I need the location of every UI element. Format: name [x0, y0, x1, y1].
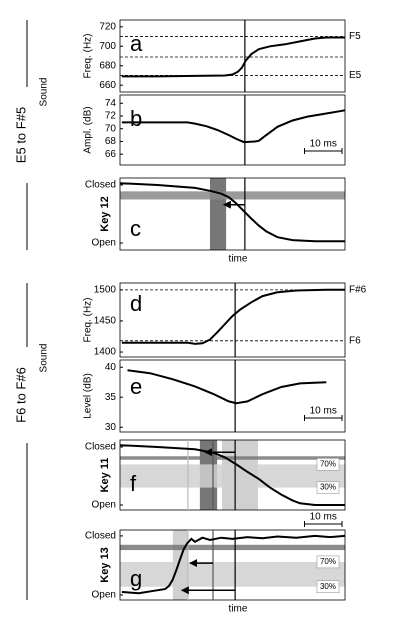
data-line	[121, 534, 346, 595]
y-tick-label: 1400	[94, 347, 117, 358]
reference-label: F#6	[349, 284, 367, 295]
y-tick-label: 720	[99, 21, 116, 32]
band-label: 30%	[320, 483, 336, 492]
data-line	[119, 444, 345, 506]
y-axis-label: Key 11	[99, 458, 111, 493]
panel-letter: b	[130, 106, 142, 131]
reference-label: E5	[349, 70, 362, 81]
y-tick-label: Closed	[85, 531, 116, 542]
y-tick-label: 66	[105, 149, 117, 160]
axes-frame	[119, 282, 346, 358]
position-band	[120, 561, 345, 587]
y-tick-label: Closed	[85, 442, 116, 453]
y-tick-label: 1500	[94, 284, 117, 295]
y-tick-label: Open	[92, 500, 116, 511]
data-line	[127, 369, 327, 405]
y-tick-label: 700	[99, 41, 116, 52]
band-label-box	[316, 458, 340, 471]
band-label: 70%	[320, 557, 336, 566]
panel-letter: g	[130, 566, 142, 591]
y-axis-label: Freq. (Hz)	[83, 298, 94, 343]
axes-frame	[119, 359, 346, 433]
section-title: F6 to F#6	[13, 367, 28, 423]
band-label-box	[316, 481, 340, 494]
group-label: Sound	[39, 344, 50, 373]
band-label-box	[316, 580, 340, 594]
y-tick-label: 70	[105, 123, 117, 134]
y-tick-label: Open	[92, 238, 116, 249]
position-band	[120, 191, 345, 200]
group-label: Sound	[39, 78, 50, 107]
axes-frame	[119, 439, 346, 511]
band-label: 30%	[320, 582, 336, 591]
panel-letter: c	[130, 216, 141, 241]
y-tick-label: Open	[92, 590, 116, 601]
y-axis-label: Key 13	[99, 547, 111, 582]
band-label-box	[316, 555, 340, 569]
scale-bar-label: 10 ms	[310, 406, 337, 417]
y-tick-label: 660	[99, 80, 116, 91]
time-band	[210, 178, 227, 250]
data-line	[119, 182, 345, 243]
x-axis-label: time	[229, 604, 248, 615]
y-tick-label: 72	[105, 111, 117, 122]
section-title: E5 to F#5	[13, 107, 28, 163]
y-tick-label: 35	[105, 392, 117, 403]
panel-letter: a	[130, 31, 143, 56]
axes-frame	[119, 529, 346, 601]
data-line	[121, 288, 345, 345]
y-tick-label: 1450	[94, 316, 117, 327]
x-axis-label: time	[229, 254, 248, 265]
data-line	[121, 36, 345, 78]
axes-frame	[119, 94, 346, 166]
y-tick-label: 74	[105, 98, 117, 109]
y-axis-label: Ampl. (dB)	[83, 106, 94, 153]
y-axis-label: Freq. (Hz)	[83, 34, 94, 79]
position-band	[120, 544, 345, 551]
position-band	[120, 464, 345, 488]
y-axis-label: Level (dB)	[83, 373, 94, 419]
y-tick-label: 680	[99, 60, 116, 71]
y-tick-label: 30	[105, 422, 117, 433]
axes-frame	[119, 19, 346, 93]
y-tick-label: 68	[105, 136, 117, 147]
panel-letter: e	[130, 374, 142, 399]
data-line	[121, 109, 346, 144]
panel-letter: f	[130, 471, 137, 496]
reference-label: F6	[349, 335, 361, 346]
band-label: 70%	[320, 459, 336, 468]
position-band	[120, 456, 345, 460]
y-tick-label: Closed	[85, 180, 116, 191]
reference-label: F5	[349, 31, 361, 42]
axes-frame	[119, 177, 346, 251]
scale-bar-label: 10 ms	[310, 139, 337, 150]
y-axis-label: Key 12	[99, 196, 111, 231]
y-tick-label: 40	[105, 362, 117, 373]
scale-bar-label: 10 ms	[310, 512, 337, 523]
panel-letter: d	[130, 291, 142, 316]
